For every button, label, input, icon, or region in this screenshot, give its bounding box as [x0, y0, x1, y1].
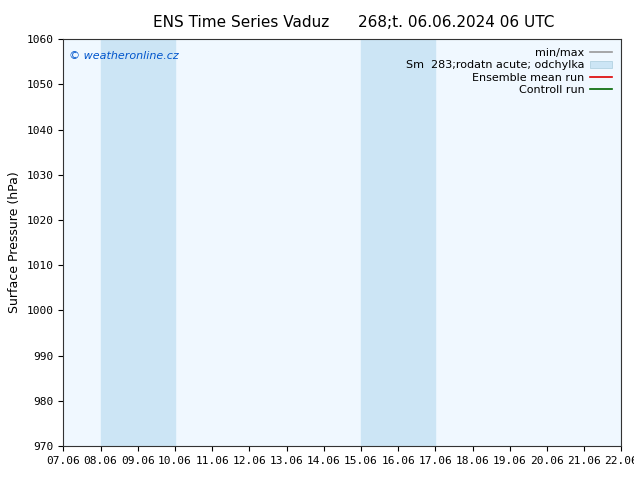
- Bar: [361, 39, 436, 446]
- Bar: [621, 39, 634, 446]
- Text: © weatheronline.cz: © weatheronline.cz: [69, 51, 179, 61]
- Legend: min/max, Sm  283;rodatn acute; odchylka, Ensemble mean run, Controll run: min/max, Sm 283;rodatn acute; odchylka, …: [403, 45, 616, 98]
- Bar: [101, 39, 175, 446]
- Text: ENS Time Series Vaduz: ENS Time Series Vaduz: [153, 15, 329, 30]
- Y-axis label: Surface Pressure (hPa): Surface Pressure (hPa): [8, 172, 21, 314]
- Text: 268;t. 06.06.2024 06 UTC: 268;t. 06.06.2024 06 UTC: [358, 15, 555, 30]
